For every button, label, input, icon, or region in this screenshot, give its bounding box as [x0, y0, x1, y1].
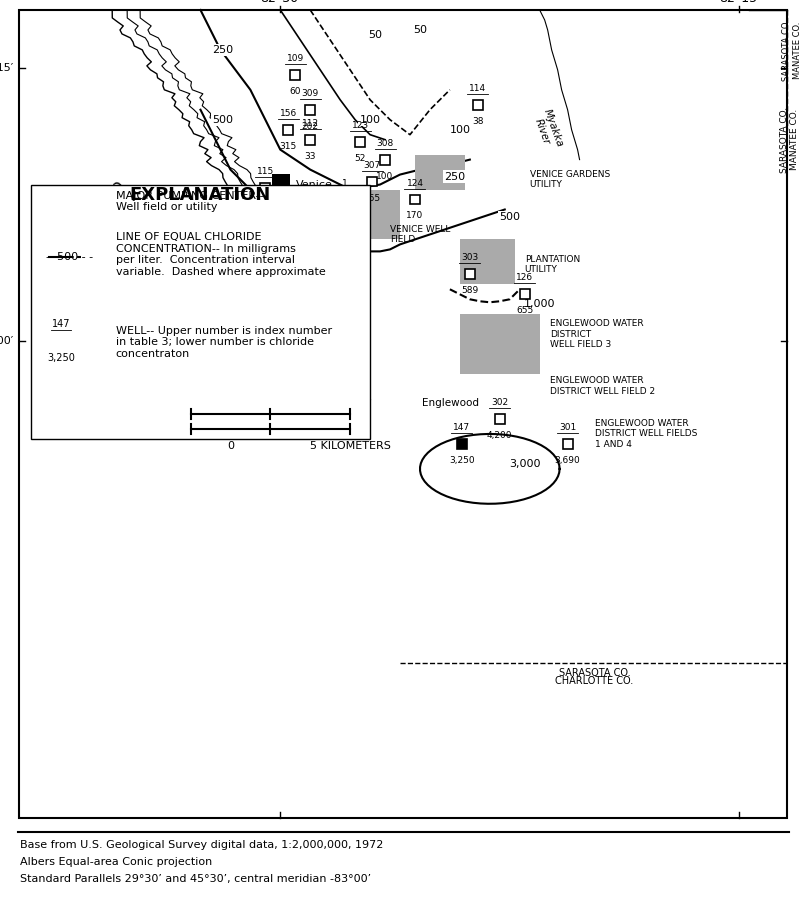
Text: 302: 302: [491, 398, 508, 407]
Text: 170: 170: [407, 212, 424, 220]
Text: WELL-- Upper number is index number
in table 3; lower number is chloride
concent: WELL-- Upper number is index number in t…: [115, 326, 332, 359]
Bar: [272, 174, 291, 192]
Text: 124: 124: [407, 178, 424, 187]
Text: 350: 350: [333, 241, 351, 250]
Text: 100: 100: [449, 125, 470, 135]
Bar: [330, 190, 400, 239]
Text: 655: 655: [516, 306, 533, 315]
Text: 5 KILOMETERS: 5 KILOMETERS: [310, 441, 391, 451]
Bar: [460, 239, 515, 284]
Text: 305: 305: [302, 203, 319, 212]
Text: 27°15′: 27°15′: [0, 63, 13, 73]
Text: 100: 100: [360, 114, 381, 125]
Text: 3,250: 3,250: [47, 353, 75, 363]
Text: 3,250: 3,250: [449, 456, 475, 465]
Text: 0: 0: [227, 441, 234, 451]
Text: 250: 250: [445, 172, 466, 182]
Text: SARASOTA CO.
MANATEE CO.: SARASOTA CO. MANATEE CO.: [780, 106, 799, 173]
Text: Base from U.S. Geological Survey digital data, 1:2,000,000, 1972: Base from U.S. Geological Survey digital…: [20, 840, 383, 850]
Text: 52: 52: [354, 154, 366, 163]
Bar: [415, 155, 465, 190]
Text: 156: 156: [280, 109, 297, 118]
Text: LINE OF EQUAL CHLORIDE
CONCENTRATION-- In milligrams
per liter.  Concentration i: LINE OF EQUAL CHLORIDE CONCENTRATION-- I…: [115, 232, 325, 277]
Text: 306: 306: [247, 192, 264, 201]
Text: 3,690: 3,690: [554, 456, 580, 465]
Text: 1,000: 1,000: [524, 300, 555, 310]
Text: EXPLANATION: EXPLANATION: [130, 185, 271, 203]
Text: 766: 766: [257, 200, 274, 209]
Text: 0: 0: [227, 394, 234, 404]
Text: ENGLEWOOD WATER
DISTRICT WELL FIELD 2: ENGLEWOOD WATER DISTRICT WELL FIELD 2: [550, 376, 654, 396]
Text: 589: 589: [462, 286, 479, 295]
Text: 465: 465: [363, 194, 381, 202]
Text: SARASOTA CO.: SARASOTA CO.: [558, 669, 630, 679]
Text: 38: 38: [472, 117, 483, 126]
Text: 665: 665: [247, 224, 264, 233]
Text: Myakka
River: Myakka River: [531, 107, 565, 152]
Text: Venice: Venice: [296, 180, 333, 190]
Text: PLANTATION
UTILITY: PLANTATION UTILITY: [525, 255, 580, 274]
Bar: [66, 186, 96, 211]
Text: 75: 75: [340, 212, 351, 220]
Text: 126: 126: [516, 274, 533, 283]
Text: 60: 60: [290, 86, 301, 95]
Text: 50: 50: [413, 25, 427, 35]
Text: ENGLEWOOD WATER
DISTRICT WELL FIELDS
1 AND 4: ENGLEWOOD WATER DISTRICT WELL FIELDS 1 A…: [595, 419, 697, 449]
Text: 500: 500: [212, 114, 233, 125]
Text: 304: 304: [333, 209, 351, 218]
Text: 625: 625: [302, 237, 319, 246]
Text: —500 - -: —500 - -: [46, 252, 93, 263]
Text: 5 MILES: 5 MILES: [328, 394, 372, 404]
Text: Englewood: Englewood: [422, 398, 479, 408]
Text: VENICE WELL
FIELD: VENICE WELL FIELD: [390, 225, 450, 244]
Text: 115: 115: [257, 166, 274, 176]
Text: 112: 112: [302, 119, 319, 128]
Text: 100: 100: [376, 172, 394, 181]
FancyBboxPatch shape: [31, 184, 370, 439]
Text: 82°30′: 82°30′: [260, 0, 301, 5]
Text: SARASOTA CO.
MANATEE CO.: SARASOTA CO. MANATEE CO.: [782, 19, 802, 81]
Text: 250: 250: [212, 45, 233, 55]
Text: 147: 147: [454, 423, 470, 432]
Text: MAJOR PUMPING CENTER--
Well field or utility: MAJOR PUMPING CENTER-- Well field or uti…: [115, 191, 263, 212]
Text: 308: 308: [376, 139, 394, 148]
Text: ENGLEWOOD WATER
DISTRICT
WELL FIELD 3: ENGLEWOOD WATER DISTRICT WELL FIELD 3: [550, 320, 643, 349]
Text: 114: 114: [469, 84, 487, 93]
Text: Standard Parallels 29°30’ and 45°30’, central meridian -83°00’: Standard Parallels 29°30’ and 45°30’, ce…: [20, 874, 371, 884]
Text: 3,000: 3,000: [509, 459, 541, 469]
Text: 202: 202: [302, 122, 319, 130]
Text: 4,200: 4,200: [487, 431, 512, 440]
Text: 147: 147: [52, 320, 70, 329]
Text: 303: 303: [462, 254, 479, 263]
Text: 315: 315: [280, 141, 297, 150]
Text: VENICE GARDENS
UTILITY: VENICE GARDENS UTILITY: [529, 170, 610, 189]
Text: CHARLOTTE CO.: CHARLOTTE CO.: [555, 677, 633, 687]
Text: 27°00′: 27°00′: [0, 337, 13, 347]
Text: Albers Equal-area Conic projection: Albers Equal-area Conic projection: [20, 857, 212, 867]
Text: 309: 309: [302, 89, 319, 98]
Text: 50: 50: [368, 30, 382, 40]
Text: GULF OF MEXICO: GULF OF MEXICO: [84, 180, 128, 299]
Bar: [460, 314, 540, 374]
Text: 1: 1: [342, 178, 348, 187]
Text: 109: 109: [286, 54, 304, 63]
Text: 33: 33: [304, 151, 316, 160]
Text: 500: 500: [500, 212, 521, 222]
Text: 307: 307: [363, 160, 381, 169]
Text: 123: 123: [352, 121, 369, 130]
Text: 82°15′: 82°15′: [719, 0, 759, 5]
Text: 301: 301: [559, 423, 576, 432]
